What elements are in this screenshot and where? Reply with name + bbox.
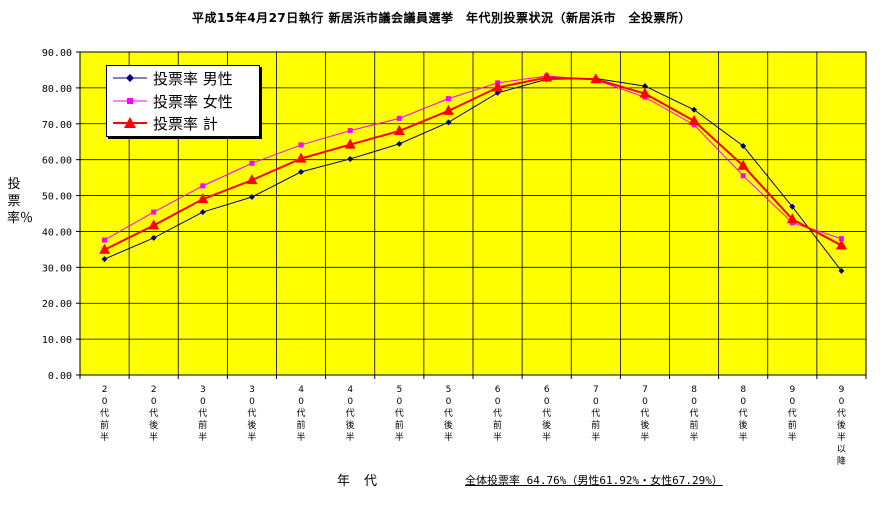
data-point-male <box>691 106 698 113</box>
data-point-male <box>101 256 108 263</box>
data-point-male <box>248 193 255 200</box>
x-axis-label: 年代 <box>337 474 392 489</box>
legend-marker-male-icon <box>113 74 147 82</box>
data-point-total <box>246 174 258 185</box>
data-point-male <box>838 267 845 274</box>
data-point-female <box>200 183 206 189</box>
data-point-total <box>835 239 847 250</box>
y-tick-label: 20.00 <box>42 299 72 310</box>
data-point-female <box>151 209 157 215</box>
series-line-0 <box>104 78 842 272</box>
data-point-total <box>786 213 798 224</box>
data-point-male <box>150 234 157 241</box>
y-tick-label: 60.00 <box>42 156 72 167</box>
data-point-male <box>396 140 403 147</box>
legend-marker-total-icon <box>113 117 147 128</box>
data-point-male <box>199 209 206 216</box>
data-point-male <box>740 143 747 150</box>
data-point-total <box>393 124 405 135</box>
y-tick-label: 90.00 <box>42 48 72 59</box>
data-point-total <box>737 159 749 170</box>
data-point-total <box>590 73 602 84</box>
data-point-total <box>148 219 160 230</box>
data-point-female <box>347 128 353 134</box>
data-point-female <box>298 142 304 148</box>
data-point-total <box>295 152 307 163</box>
y-tick-label: 80.00 <box>42 84 72 95</box>
legend-marker-female-icon <box>113 98 147 104</box>
y-tick-label: 70.00 <box>42 120 72 131</box>
data-point-total <box>197 193 209 204</box>
y-axis-label: 投票率％ <box>7 177 34 226</box>
data-point-female <box>838 236 844 242</box>
legend-item-total: 投票率 計 <box>111 112 218 134</box>
data-point-female <box>102 237 108 243</box>
data-point-male <box>347 155 354 162</box>
legend-label-total: 投票率 計 <box>153 114 218 133</box>
data-point-total <box>99 243 111 254</box>
data-point-total <box>639 87 651 98</box>
legend-item-female: 投票率 女性 <box>111 90 233 112</box>
y-tick-label: 0.00 <box>48 371 72 382</box>
data-point-male <box>445 119 452 126</box>
data-point-male <box>789 203 796 210</box>
data-point-female <box>249 160 255 166</box>
data-point-total <box>442 104 454 115</box>
data-point-female <box>740 173 746 179</box>
y-tick-label: 40.00 <box>42 227 72 238</box>
y-tick-label: 50.00 <box>42 192 72 203</box>
data-point-male <box>641 83 648 90</box>
chart-title: 平成15年4月27日執行 新居浜市議会議員選挙 年代別投票状況（新居浜市 全投票… <box>192 11 691 25</box>
data-point-total <box>541 71 553 82</box>
y-tick-label: 10.00 <box>42 335 72 346</box>
data-point-total <box>688 114 700 125</box>
legend-label-male: 投票率 男性 <box>153 69 233 88</box>
series-line-1 <box>104 75 842 241</box>
data-point-total <box>492 81 504 92</box>
data-point-male <box>298 168 305 175</box>
overall-turnout-summary: 全体投票率 64.76%（男性61.92%・女性67.29%） <box>465 474 723 487</box>
legend-item-male: 投票率 男性 <box>111 67 233 89</box>
y-tick-label: 30.00 <box>42 263 72 274</box>
chart-legend: 投票率 男性 投票率 女性 投票率 計 <box>106 65 260 137</box>
data-point-total <box>344 138 356 149</box>
series-line-2 <box>104 76 842 251</box>
data-point-female <box>445 96 451 102</box>
legend-label-female: 投票率 女性 <box>153 92 233 111</box>
data-point-female <box>396 115 402 121</box>
